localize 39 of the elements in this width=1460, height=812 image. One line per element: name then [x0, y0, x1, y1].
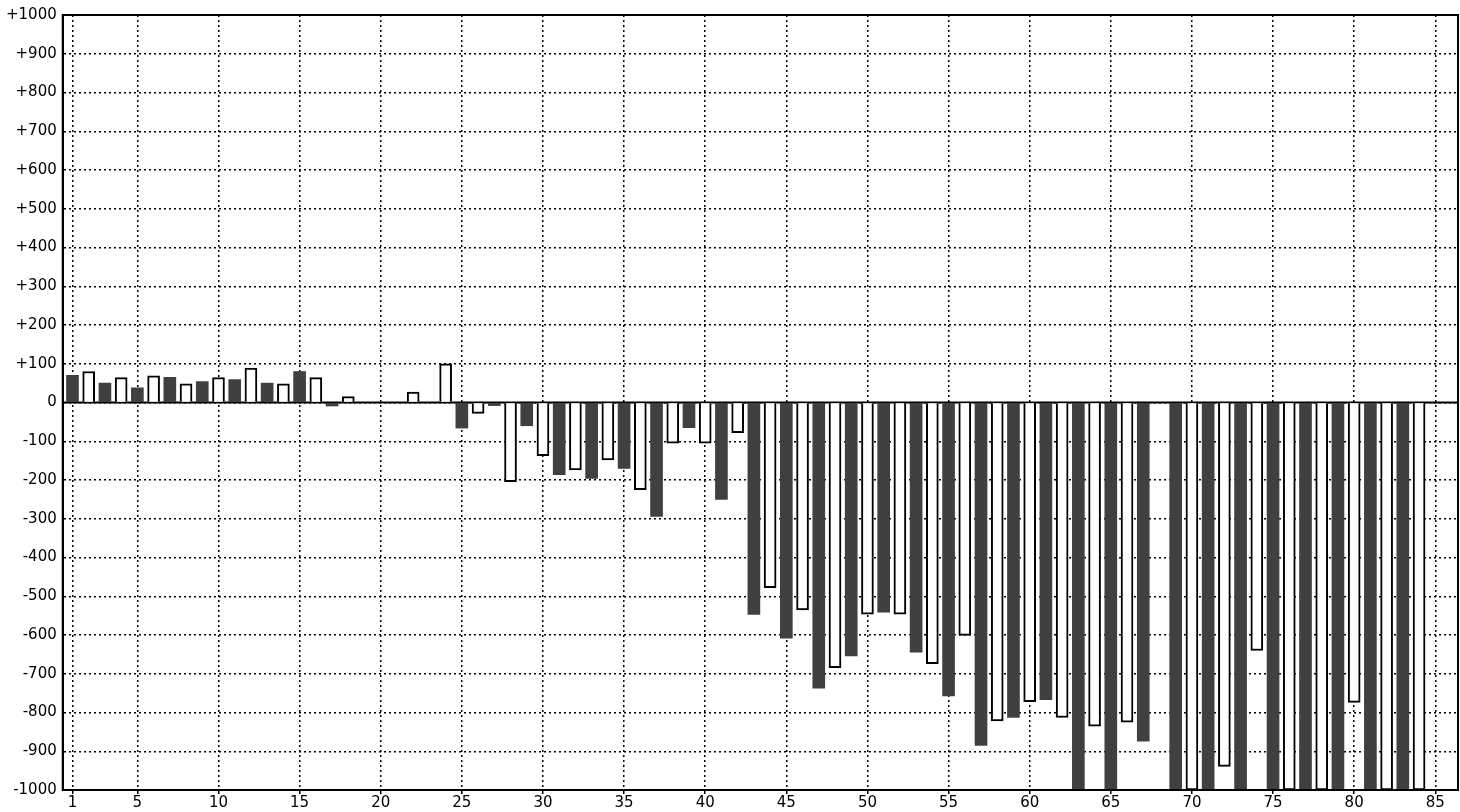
- x-tick-label: 50: [857, 792, 877, 811]
- y-tick-label: -600: [22, 624, 57, 643]
- y-tick-label: -500: [22, 586, 57, 605]
- y-tick-label: +300: [15, 276, 57, 295]
- x-tick-label: 5: [132, 792, 143, 811]
- x-tick-label: 55: [939, 792, 959, 811]
- y-tick-label: -900: [22, 741, 57, 760]
- x-tick-label: 15: [290, 792, 310, 811]
- x-tick-label: 70: [1182, 792, 1202, 811]
- x-tick-label: 40: [695, 792, 715, 811]
- y-tick-label: 0: [47, 392, 57, 411]
- x-tick-label: 20: [371, 792, 391, 811]
- y-tick-label: -100: [22, 431, 57, 450]
- x-tick-label: 75: [1263, 792, 1283, 811]
- y-tick-label: +200: [15, 314, 57, 333]
- y-tick-label: +800: [15, 82, 57, 101]
- x-tick-label: 60: [1020, 792, 1040, 811]
- y-tick-label: -700: [22, 663, 57, 682]
- x-tick-label: 10: [208, 792, 229, 811]
- y-tick-label: +700: [15, 121, 57, 140]
- y-tick-label: +900: [15, 43, 57, 62]
- y-tick-label: -200: [22, 469, 57, 488]
- y-tick-label: -1000: [13, 779, 57, 798]
- x-tick-label: 25: [452, 792, 472, 811]
- y-tick-label: -300: [22, 508, 57, 527]
- y-tick-label: +500: [15, 198, 57, 217]
- x-tick-label: 30: [533, 792, 553, 811]
- y-tick-label: +100: [15, 353, 57, 372]
- y-tick-label: +1000: [5, 4, 57, 23]
- x-tick-label: 80: [1344, 792, 1364, 811]
- y-tick-label: +400: [15, 237, 57, 256]
- y-tick-label: -400: [22, 547, 57, 566]
- x-tick-label: 85: [1425, 792, 1445, 811]
- x-tick-label: 45: [776, 792, 796, 811]
- x-tick-label: 65: [1101, 792, 1121, 811]
- x-tick-label: 35: [614, 792, 634, 811]
- y-tick-label: -800: [22, 702, 57, 721]
- x-tick-label: 1: [67, 792, 78, 811]
- y-tick-label: +600: [15, 159, 57, 178]
